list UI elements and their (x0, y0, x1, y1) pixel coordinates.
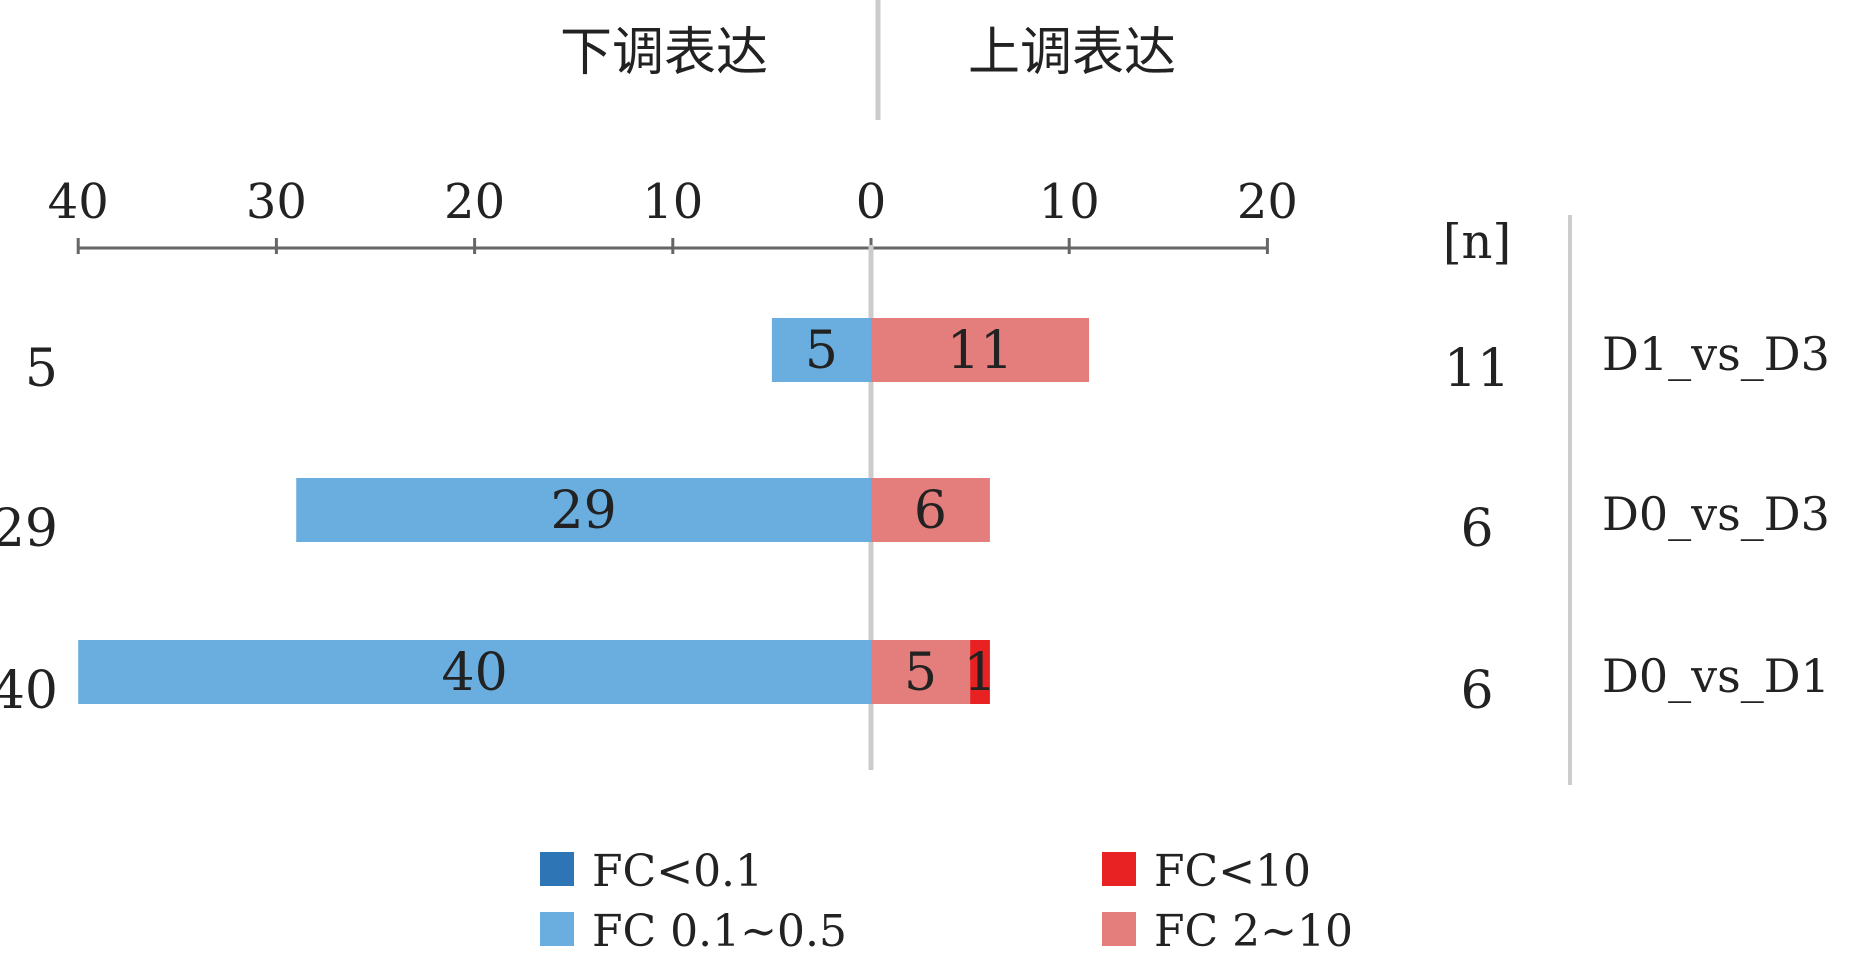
header-down-label: 下调表达 (560, 23, 768, 83)
up-total-label: 11 (1444, 339, 1510, 399)
category-label: D1_vs_D3 (1602, 327, 1830, 381)
bar-segment (871, 318, 1090, 382)
down-total-label: 40 (0, 661, 58, 721)
down-total-label: 5 (25, 339, 58, 399)
x-tick-label: 10 (1039, 174, 1100, 230)
bar-segment (78, 640, 871, 704)
category-label: D0_vs_D1 (1602, 649, 1830, 703)
bar-value-label: 11 (947, 321, 1013, 381)
x-tick-label: 40 (48, 174, 109, 230)
x-tick-label: 30 (246, 174, 307, 230)
bar-segment (871, 478, 990, 542)
legend-swatch (1102, 912, 1136, 946)
up-total-label: 6 (1460, 661, 1493, 721)
down-total-label: 29 (0, 499, 58, 559)
category-label: D0_vs_D3 (1602, 487, 1830, 541)
row-labels: 5 11 D1_vs_D3 29 6 D0_vs_D3 40 6 D0_vs_D1 (0, 327, 1830, 721)
bar-segment (296, 478, 872, 542)
legend-label: FC 0.1~0.5 (592, 906, 847, 957)
legend-swatch (540, 912, 574, 946)
bar-segment (871, 640, 971, 704)
bar-segment (771, 318, 871, 382)
bar-value-label: 5 (805, 321, 838, 381)
bar-value-label: 1 (963, 643, 996, 703)
legend-swatch (540, 852, 574, 886)
header-up-label: 上调表达 (968, 23, 1176, 83)
legend-label: FC<10 (1154, 846, 1311, 897)
legend-label: FC<0.1 (592, 846, 763, 897)
bar-value-label: 5 (904, 643, 937, 703)
x-tick-label: 20 (444, 174, 505, 230)
legend-label: FC 2~10 (1154, 906, 1353, 957)
x-tick-label: 20 (1237, 174, 1298, 230)
bar-value-label: 29 (551, 481, 617, 541)
n-header: [n] (1443, 214, 1511, 270)
legend-swatch (1102, 852, 1136, 886)
up-total-label: 6 (1460, 499, 1493, 559)
x-tick-label: 0 (856, 174, 887, 230)
x-axis: 40 30 20 10 0 10 20 (48, 174, 1298, 254)
bar-value-label: 6 (914, 481, 947, 541)
bar-value-label: 40 (442, 643, 508, 703)
bar-segment (970, 640, 990, 704)
x-tick-label: 10 (642, 174, 703, 230)
legend: FC<0.1 FC<10 FC 0.1~0.5 FC 2~10 (540, 846, 1353, 957)
